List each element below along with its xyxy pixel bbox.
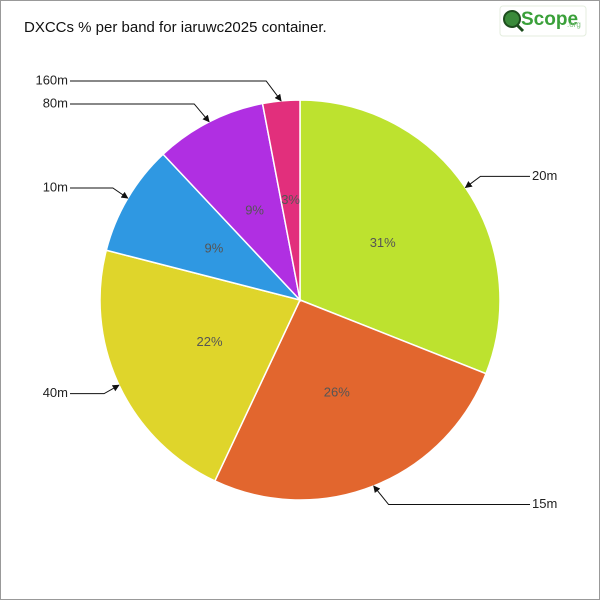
value-label: 26% bbox=[324, 384, 350, 399]
value-label: 22% bbox=[197, 334, 223, 349]
category-label: 15m bbox=[532, 496, 557, 511]
logo-suffix: .org bbox=[567, 20, 581, 29]
leader-line bbox=[70, 103, 210, 123]
category-label: 20m bbox=[532, 168, 557, 183]
value-label: 9% bbox=[205, 241, 224, 256]
leader-line bbox=[70, 384, 120, 395]
leader-line bbox=[70, 187, 129, 199]
logo-icon-handle bbox=[515, 23, 525, 33]
logo-icon bbox=[503, 10, 521, 28]
logo: Scope .org bbox=[499, 5, 587, 37]
category-label: 10m bbox=[43, 179, 68, 194]
leader-line bbox=[464, 175, 530, 189]
value-label: 3% bbox=[281, 192, 300, 207]
leader-line bbox=[373, 485, 530, 506]
chart-title: DXCCs % per band for iaruwc2025 containe… bbox=[24, 19, 327, 36]
leader-line bbox=[70, 80, 282, 102]
category-label: 160m bbox=[35, 72, 68, 87]
category-label: 80m bbox=[43, 95, 68, 110]
logo-text: Scope bbox=[521, 9, 578, 30]
value-label: 31% bbox=[370, 235, 396, 250]
category-label: 40m bbox=[43, 385, 68, 400]
value-label: 9% bbox=[245, 202, 264, 217]
